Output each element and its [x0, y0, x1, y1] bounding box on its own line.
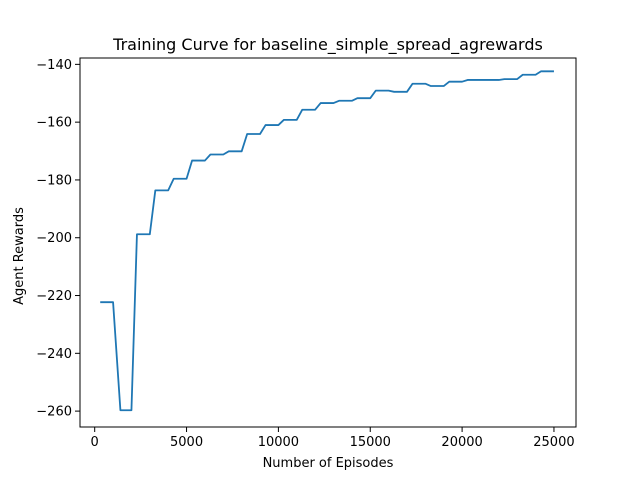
y-tick-label: −140: [36, 58, 72, 73]
y-tick-label: −160: [36, 116, 72, 131]
y-axis-ticks: −140 −160 −180 −200 −220 −240 −260: [36, 58, 80, 420]
y-tick-label: −260: [36, 405, 72, 420]
y-tick-label: −240: [36, 347, 72, 362]
x-tick-label: 15000: [350, 435, 391, 450]
y-tick-label: −180: [36, 173, 72, 188]
x-axis-label: Number of Episodes: [263, 456, 394, 471]
chart-title: Training Curve for baseline_simple_sprea…: [112, 35, 543, 55]
y-tick-label: −200: [36, 231, 72, 246]
x-axis-ticks: 0 5000 10000 15000 20000 25000: [91, 427, 575, 450]
plot-frame: [79, 57, 577, 428]
y-axis-label: Agent Rewards: [12, 207, 27, 305]
x-tick-label: 0: [91, 435, 99, 450]
x-tick-label: 20000: [441, 435, 482, 450]
plot-area: [79, 57, 577, 428]
series-line: [100, 70, 554, 412]
x-tick-label: 5000: [170, 435, 203, 450]
x-tick-label: 25000: [533, 435, 574, 450]
series-layer: [100, 70, 554, 412]
x-tick-label: 10000: [258, 435, 299, 450]
y-tick-label: −220: [36, 289, 72, 304]
